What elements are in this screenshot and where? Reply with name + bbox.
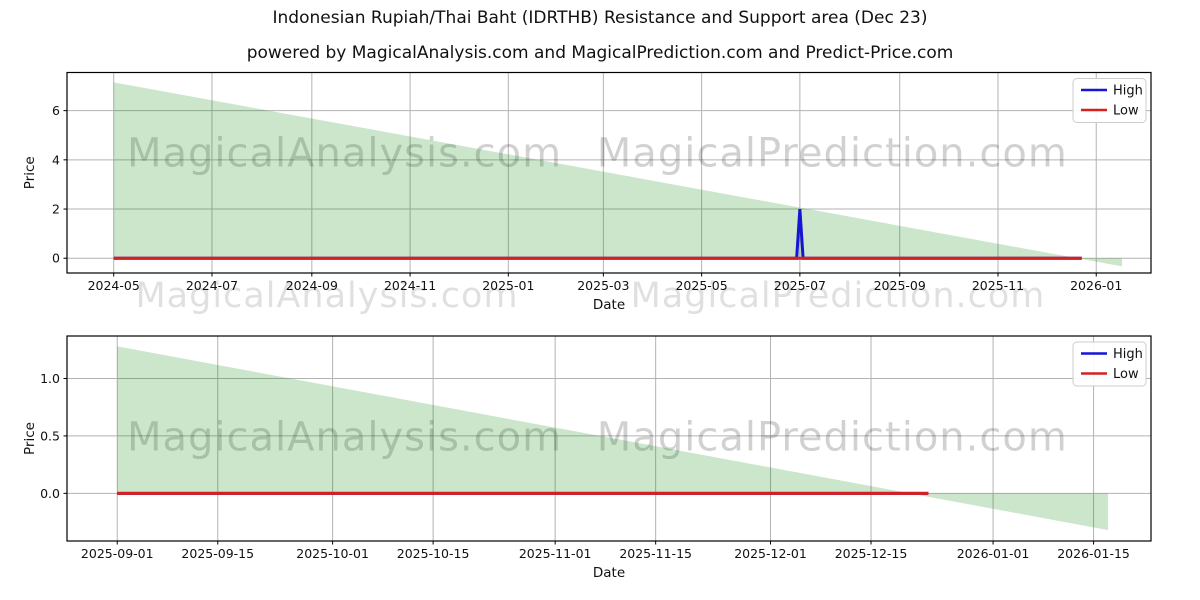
x-axis-label: Date [593,565,625,581]
y-tick-label: 0.0 [40,486,60,501]
x-tick-label: 2025-09-15 [181,546,254,561]
x-tick-label: 2026-01-15 [1057,546,1130,561]
figure-title: Indonesian Rupiah/Thai Baht (IDRTHB) Res… [272,8,928,28]
x-tick-label: 2025-03 [577,278,629,293]
x-tick-label: 2025-01 [482,278,534,293]
y-axis-label: Price [22,422,38,455]
x-tick-label: 2025-11-01 [519,546,592,561]
x-tick-label: 2024-07 [186,278,238,293]
x-tick-label: 2025-10-01 [296,546,369,561]
x-tick-label: 2024-05 [88,278,140,293]
y-tick-label: 0.5 [40,428,60,443]
x-tick-label: 2025-11-15 [619,546,692,561]
x-tick-label: 2024-09 [286,278,338,293]
x-tick-label: 2024-11 [384,278,436,293]
x-tick-label: 2025-09-01 [81,546,154,561]
legend-label: Low [1113,104,1139,119]
plot-watermark: MagicalPrediction.com [597,414,1068,460]
resistance-support-area [113,82,1123,267]
x-tick-label: 2025-12-01 [734,546,807,561]
row-watermark: MagicalPrediction.com [631,276,1046,316]
x-tick-label: 2025-07 [774,278,826,293]
y-tick-label: 1.0 [40,371,60,386]
y-tick-label: 6 [52,103,60,118]
x-tick-label: 2025-10-15 [397,546,470,561]
x-axis-label: Date [593,297,625,313]
x-tick-label: 2025-05 [675,278,727,293]
plot-spine [66,71,1152,274]
bottom-chart: MagicalAnalysis.com MagicalPrediction.com… [22,335,1152,581]
resistance-support-area [117,346,1108,531]
plot-spine [66,335,1152,542]
plot-watermark: MagicalAnalysis.com [127,131,562,177]
y-axis-label: Price [22,156,38,189]
x-tick-label: 2025-11 [972,278,1024,293]
y-tick-label: 2 [52,202,60,217]
top-chart: MagicalAnalysis.com MagicalPrediction.com… [22,71,1152,313]
legend-label: High [1113,84,1143,99]
y-tick-label: 4 [52,152,60,167]
y-tick-label: 0 [52,251,60,266]
x-tick-label: 2025-12-15 [835,546,908,561]
x-tick-label: 2026-01-01 [957,546,1030,561]
legend: High Low [1072,341,1147,387]
plot-watermark: MagicalAnalysis.com [127,414,562,460]
legend-label: Low [1113,367,1139,382]
row-watermark: MagicalAnalysis.com [135,276,518,316]
plot-watermark: MagicalPrediction.com [597,131,1068,177]
legend-label: High [1113,347,1143,362]
figure-subtitle: powered by MagicalAnalysis.com and Magic… [246,43,954,63]
x-tick-label: 2026-01 [1070,278,1122,293]
legend: High Low [1072,78,1147,123]
x-tick-label: 2025-09 [874,278,926,293]
